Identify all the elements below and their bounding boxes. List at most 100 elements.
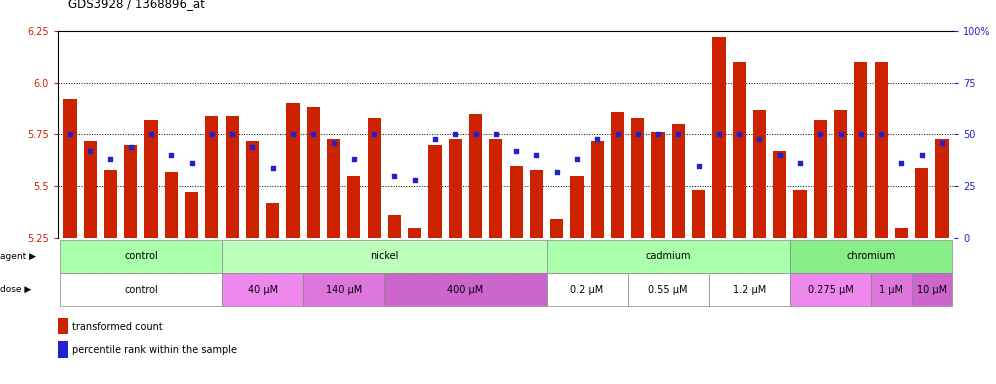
Bar — [773, 151, 787, 238]
Bar — [60, 240, 222, 273]
Bar — [591, 141, 604, 238]
Bar — [164, 172, 178, 238]
Point — [913, 152, 929, 158]
Point — [629, 131, 645, 137]
Point — [367, 131, 382, 137]
Bar — [709, 273, 790, 306]
Point — [690, 162, 706, 169]
Bar — [58, 318, 68, 334]
Point — [143, 131, 159, 137]
Point — [406, 177, 422, 183]
Bar — [222, 240, 547, 273]
Point — [346, 156, 362, 162]
Bar — [348, 176, 361, 238]
Bar — [303, 273, 384, 306]
Point — [549, 169, 565, 175]
Bar — [733, 62, 746, 238]
Bar — [794, 190, 807, 238]
Bar — [428, 145, 441, 238]
Point — [529, 152, 545, 158]
Point — [670, 131, 686, 137]
Bar — [205, 116, 218, 238]
Point — [934, 140, 950, 146]
Text: 0.2 μM: 0.2 μM — [571, 285, 604, 295]
Point — [488, 131, 504, 137]
Bar — [225, 116, 239, 238]
Point — [224, 131, 240, 137]
Bar — [692, 190, 705, 238]
Point — [467, 131, 483, 137]
Point — [873, 131, 889, 137]
Point — [752, 136, 768, 142]
Point — [853, 131, 869, 137]
Bar — [611, 112, 624, 238]
Point — [326, 140, 342, 146]
Bar — [671, 124, 685, 238]
Point — [163, 152, 179, 158]
Point — [244, 144, 260, 150]
Text: dose ▶: dose ▶ — [0, 285, 31, 294]
Point — [772, 152, 788, 158]
Bar — [627, 273, 709, 306]
Point — [833, 131, 849, 137]
Bar — [814, 120, 827, 238]
Text: chromium: chromium — [847, 251, 895, 262]
Bar — [911, 273, 952, 306]
Text: 140 μM: 140 μM — [326, 285, 362, 295]
Point — [83, 148, 99, 154]
Point — [427, 136, 443, 142]
Bar — [266, 203, 279, 238]
Bar — [790, 273, 872, 306]
Bar — [58, 341, 68, 358]
Bar — [448, 139, 462, 238]
Bar — [834, 109, 848, 238]
Point — [731, 131, 747, 137]
Point — [204, 131, 220, 137]
Bar — [222, 273, 303, 306]
Text: percentile rank within the sample: percentile rank within the sample — [72, 345, 237, 355]
Point — [103, 156, 119, 162]
Point — [590, 136, 606, 142]
Bar — [408, 228, 421, 238]
Point — [893, 161, 909, 167]
Bar — [327, 139, 341, 238]
Bar — [64, 99, 77, 238]
Bar — [287, 103, 300, 238]
Bar — [387, 215, 401, 238]
Bar — [550, 219, 564, 238]
Bar — [651, 132, 664, 238]
Point — [183, 161, 199, 167]
Text: 1.2 μM: 1.2 μM — [733, 285, 766, 295]
Bar — [872, 273, 911, 306]
Text: 400 μM: 400 μM — [447, 285, 483, 295]
Bar — [489, 139, 502, 238]
Point — [650, 131, 666, 137]
Bar — [60, 273, 222, 306]
Bar — [935, 139, 948, 238]
Text: cadmium: cadmium — [645, 251, 691, 262]
Point — [508, 148, 524, 154]
Bar — [547, 240, 790, 273]
Text: transformed count: transformed count — [72, 322, 162, 332]
Bar — [855, 62, 868, 238]
Bar — [144, 120, 157, 238]
Point — [610, 131, 625, 137]
Point — [285, 131, 301, 137]
Bar — [307, 108, 320, 238]
Point — [306, 131, 322, 137]
Point — [265, 164, 281, 170]
Bar — [124, 145, 137, 238]
Bar — [874, 62, 887, 238]
Text: 40 μM: 40 μM — [248, 285, 278, 295]
Point — [792, 161, 808, 167]
Point — [447, 131, 463, 137]
Bar — [915, 167, 928, 238]
Bar — [530, 170, 543, 238]
Text: agent ▶: agent ▶ — [0, 252, 36, 261]
Bar — [547, 273, 627, 306]
Text: 0.55 μM: 0.55 μM — [648, 285, 688, 295]
Bar — [510, 166, 523, 238]
Bar — [790, 240, 952, 273]
Text: control: control — [124, 251, 157, 262]
Point — [813, 131, 829, 137]
